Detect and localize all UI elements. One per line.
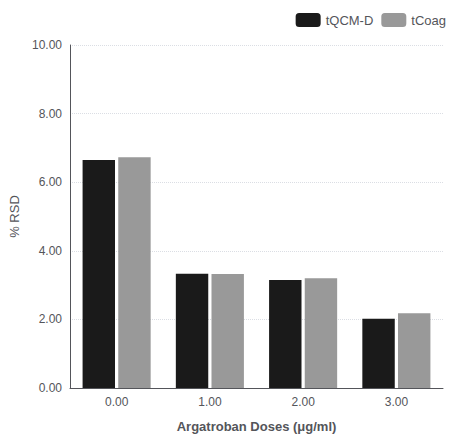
svg-text:2.00: 2.00: [291, 395, 315, 409]
svg-text:Argatroban Doses (μg/ml): Argatroban Doses (μg/ml): [177, 419, 337, 434]
svg-text:% RSD: % RSD: [7, 195, 22, 238]
svg-text:8.00: 8.00: [39, 107, 63, 121]
svg-text:1.00: 1.00: [198, 395, 222, 409]
svg-text:6.00: 6.00: [39, 175, 63, 189]
svg-text:4.00: 4.00: [39, 244, 63, 258]
svg-text:0.00: 0.00: [105, 395, 129, 409]
svg-text:10.00: 10.00: [32, 38, 62, 52]
svg-text:tQCM-D: tQCM-D: [326, 13, 374, 28]
svg-text:0.00: 0.00: [39, 381, 63, 395]
svg-text:2.00: 2.00: [39, 312, 63, 326]
svg-text:tCoag: tCoag: [411, 13, 446, 28]
svg-text:3.00: 3.00: [385, 395, 409, 409]
